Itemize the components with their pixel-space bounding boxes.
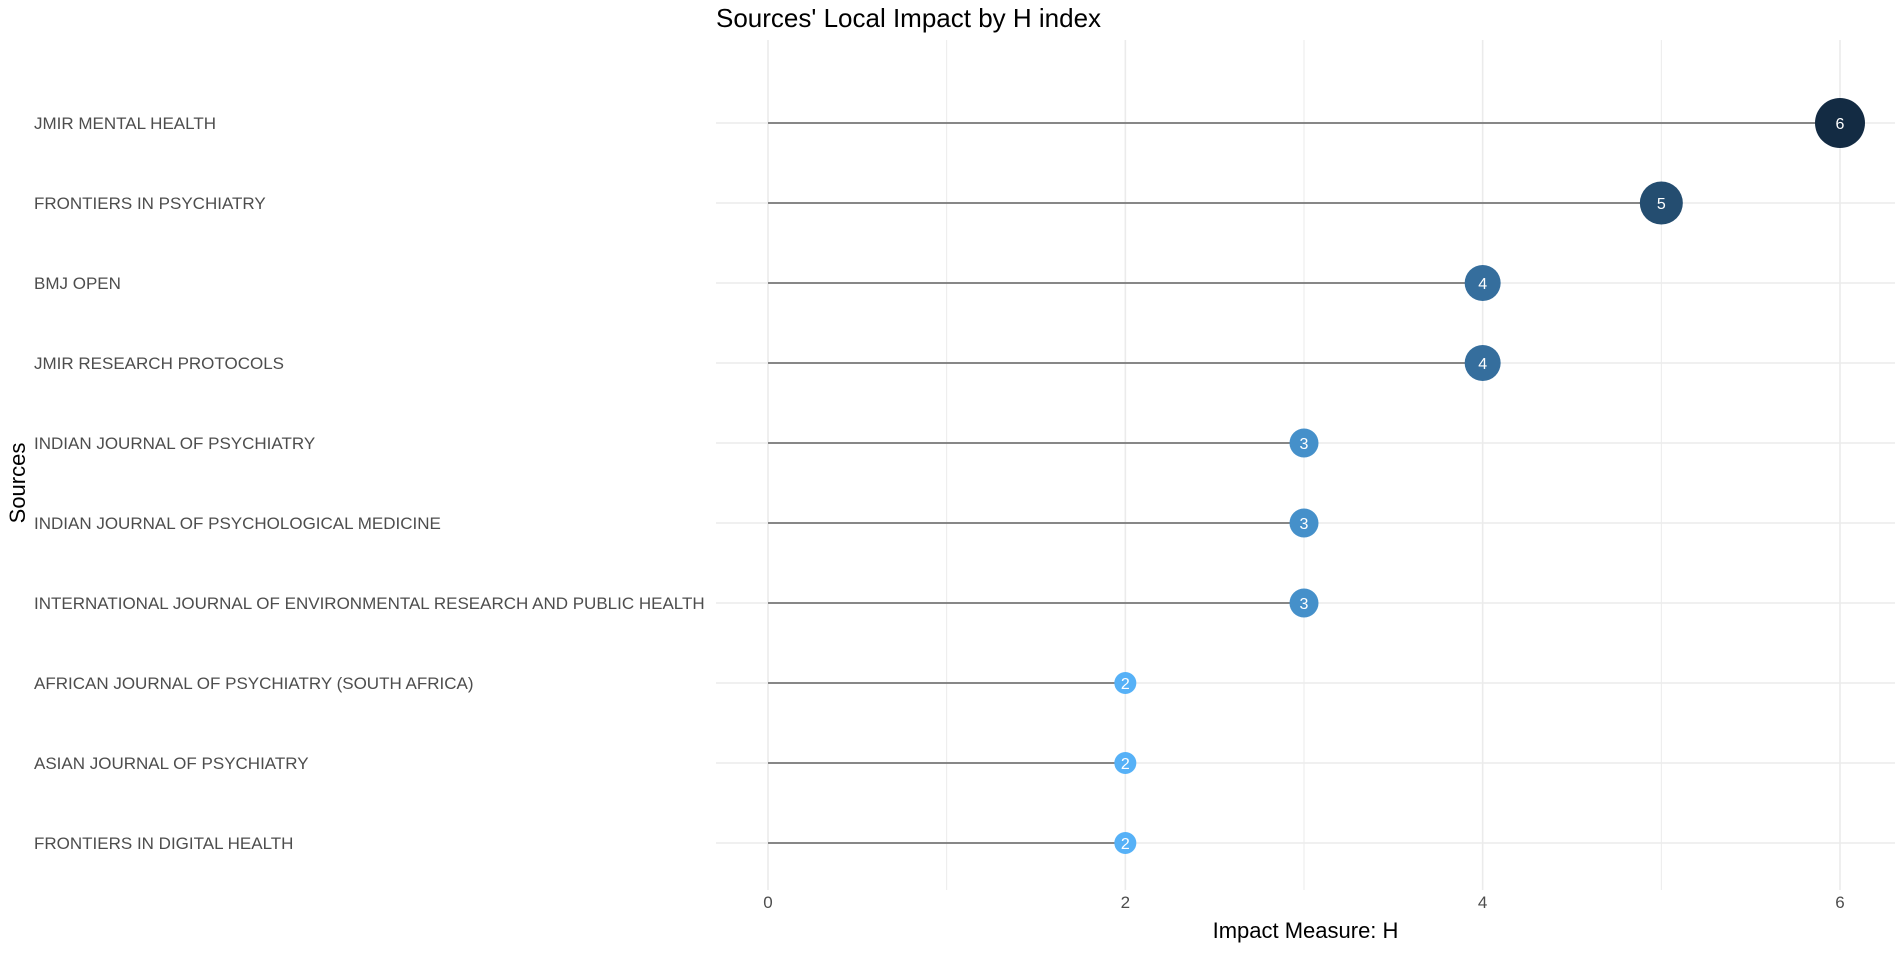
text-layer: Sources' Local Impact by H index Impact …	[5, 3, 1845, 943]
category-label: INTERNATIONAL JOURNAL OF ENVIRONMENTAL R…	[34, 594, 705, 613]
x-tick-label: 2	[1121, 893, 1130, 912]
category-label: INDIAN JOURNAL OF PSYCHIATRY	[34, 434, 315, 453]
point-value-label: 2	[1121, 836, 1130, 853]
point-value-label: 3	[1300, 436, 1309, 453]
x-tick-label: 6	[1835, 893, 1844, 912]
lollipop-point	[1114, 752, 1137, 774]
lollipop-point	[1289, 508, 1319, 538]
point-layer: 6 5 4 4 3 3 3 2 2 2	[1114, 98, 1865, 854]
lollipop-point	[1114, 672, 1137, 694]
x-tick-label: 4	[1478, 893, 1487, 912]
category-label: INDIAN JOURNAL OF PSYCHOLOGICAL MEDICINE	[34, 514, 441, 533]
point-value-label: 2	[1121, 676, 1130, 693]
chart-title: Sources' Local Impact by H index	[716, 3, 1101, 33]
category-label: BMJ OPEN	[34, 274, 121, 293]
category-label: FRONTIERS IN DIGITAL HEALTH	[34, 834, 293, 853]
lollipop-point	[1289, 588, 1319, 618]
lollipop-point	[1114, 832, 1137, 854]
point-value-label: 2	[1121, 756, 1130, 773]
category-label: ASIAN JOURNAL OF PSYCHIATRY	[34, 754, 309, 773]
point-value-label: 4	[1478, 356, 1487, 373]
category-label: JMIR MENTAL HEALTH	[34, 114, 216, 133]
point-value-label: 6	[1836, 116, 1845, 133]
stem-layer	[768, 122, 1840, 844]
lollipop-point	[1289, 428, 1319, 458]
category-label: FRONTIERS IN PSYCHIATRY	[34, 194, 266, 213]
x-tick-label: 0	[763, 893, 772, 912]
point-value-label: 3	[1300, 596, 1309, 613]
category-label: AFRICAN JOURNAL OF PSYCHIATRY (SOUTH AFR…	[34, 674, 474, 693]
x-axis-title: Impact Measure: H	[1213, 918, 1399, 943]
y-axis-title: Sources	[5, 443, 30, 524]
lollipop-point	[1815, 98, 1865, 148]
lollipop-point	[1464, 345, 1501, 381]
point-value-label: 5	[1657, 196, 1666, 213]
point-value-label: 3	[1300, 516, 1309, 533]
lollipop-point	[1464, 265, 1501, 301]
lollipop-point	[1639, 181, 1683, 225]
point-value-label: 4	[1478, 276, 1487, 293]
category-label: JMIR RESEARCH PROTOCOLS	[34, 354, 284, 373]
